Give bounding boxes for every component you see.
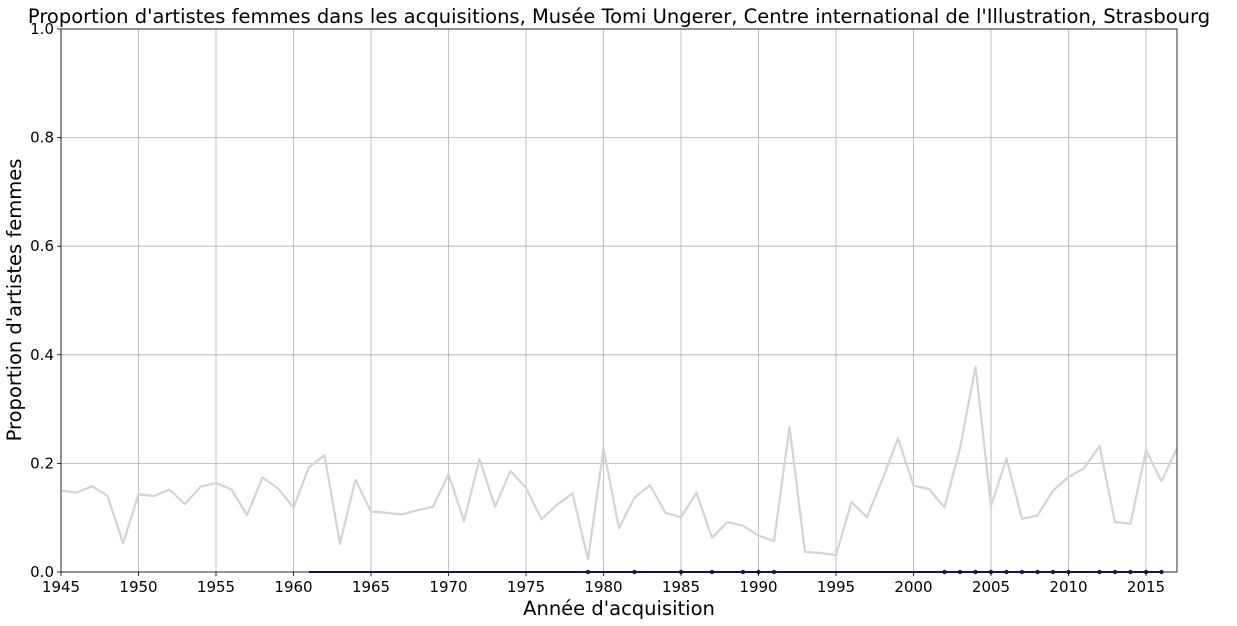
series-layer: [60, 365, 1178, 575]
x-tick-label: 1960: [274, 578, 312, 596]
x-tick-label: 1965: [352, 578, 390, 596]
y-tick-label: 0.8: [30, 129, 54, 147]
x-tick-label: 1995: [817, 578, 855, 596]
x-tick-label: 1945: [42, 578, 80, 596]
series-line-all-proportion: [60, 365, 1178, 561]
x-tick-label: 1950: [119, 578, 157, 596]
x-tick-label: 2000: [894, 578, 932, 596]
y-axis-label: Proportion d'artistes femmes: [3, 159, 26, 442]
y-tick-label: 1.0: [30, 20, 54, 38]
y-tick-label: 0.4: [30, 346, 54, 364]
y-tick-label: 0.2: [30, 454, 54, 472]
x-tick-label: 1955: [197, 578, 235, 596]
x-axis: 1945 1950 1955 1960 1965 1970 1975 1980 1985 1990…: [42, 572, 1165, 596]
y-axis: 0.0 0.2 0.4 0.6 0.8 1.0: [30, 20, 61, 581]
y-tick-label: 0.6: [30, 237, 54, 255]
x-tick-label: 1970: [429, 578, 467, 596]
plot-frame: [60, 28, 1178, 573]
x-tick-label: 1980: [584, 578, 622, 596]
x-tick-label: 1990: [739, 578, 777, 596]
x-tick-label: 2005: [972, 578, 1010, 596]
x-axis-label: Année d'acquisition: [523, 597, 715, 620]
y-tick-label: 0.0: [30, 563, 54, 581]
x-tick-label: 1975: [507, 578, 545, 596]
chart-title: Proportion d'artistes femmes dans les ac…: [28, 5, 1210, 28]
grid: [60, 28, 1177, 573]
x-tick-label: 1985: [662, 578, 700, 596]
x-tick-label: 2010: [1049, 578, 1087, 596]
x-tick-label: 2015: [1127, 578, 1165, 596]
